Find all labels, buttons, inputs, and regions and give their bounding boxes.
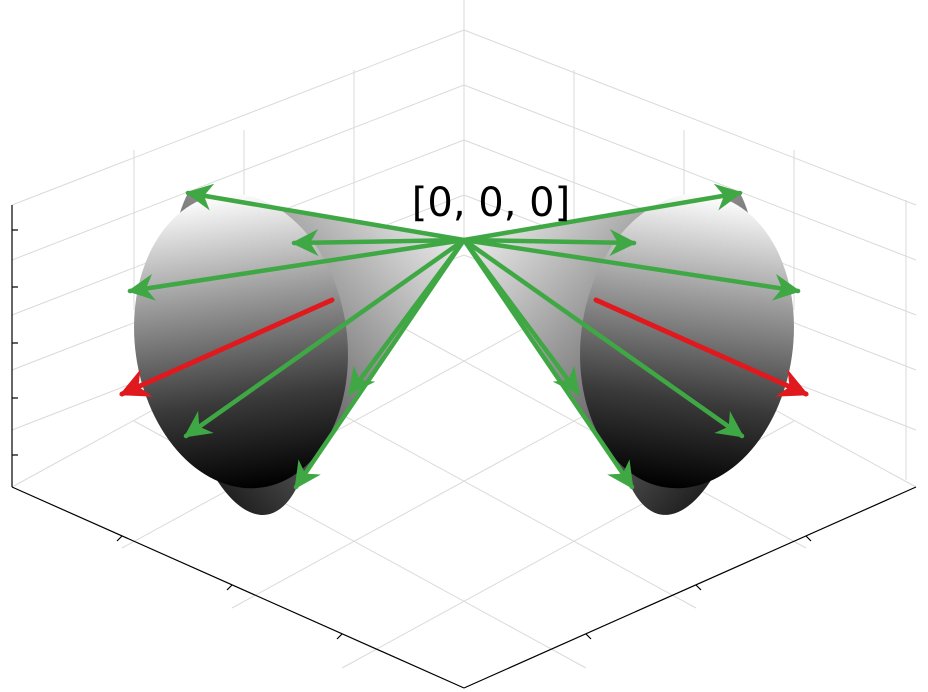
generator-arrow: [461, 237, 635, 490]
generator-arrow: [293, 237, 467, 490]
generator-arrow: [185, 183, 467, 243]
generator-arrow: [461, 237, 801, 301]
generator-arrow: [461, 183, 743, 243]
generator-arrow: [291, 229, 467, 257]
generator-arrow: [127, 237, 467, 301]
origin-label: [0, 0, 0]: [412, 180, 570, 226]
right-highlight-arrow: [593, 297, 809, 397]
generator-arrow: [461, 229, 637, 257]
generator-arrow: [461, 237, 745, 439]
right-generator-arrows: [461, 183, 801, 490]
x-axis: [11, 486, 465, 689]
axes: [11, 205, 917, 689]
y-axis: [463, 486, 917, 689]
generator-arrow: [183, 237, 467, 439]
left-highlight-arrow: [119, 297, 335, 397]
left-generator-arrows: [127, 183, 467, 490]
